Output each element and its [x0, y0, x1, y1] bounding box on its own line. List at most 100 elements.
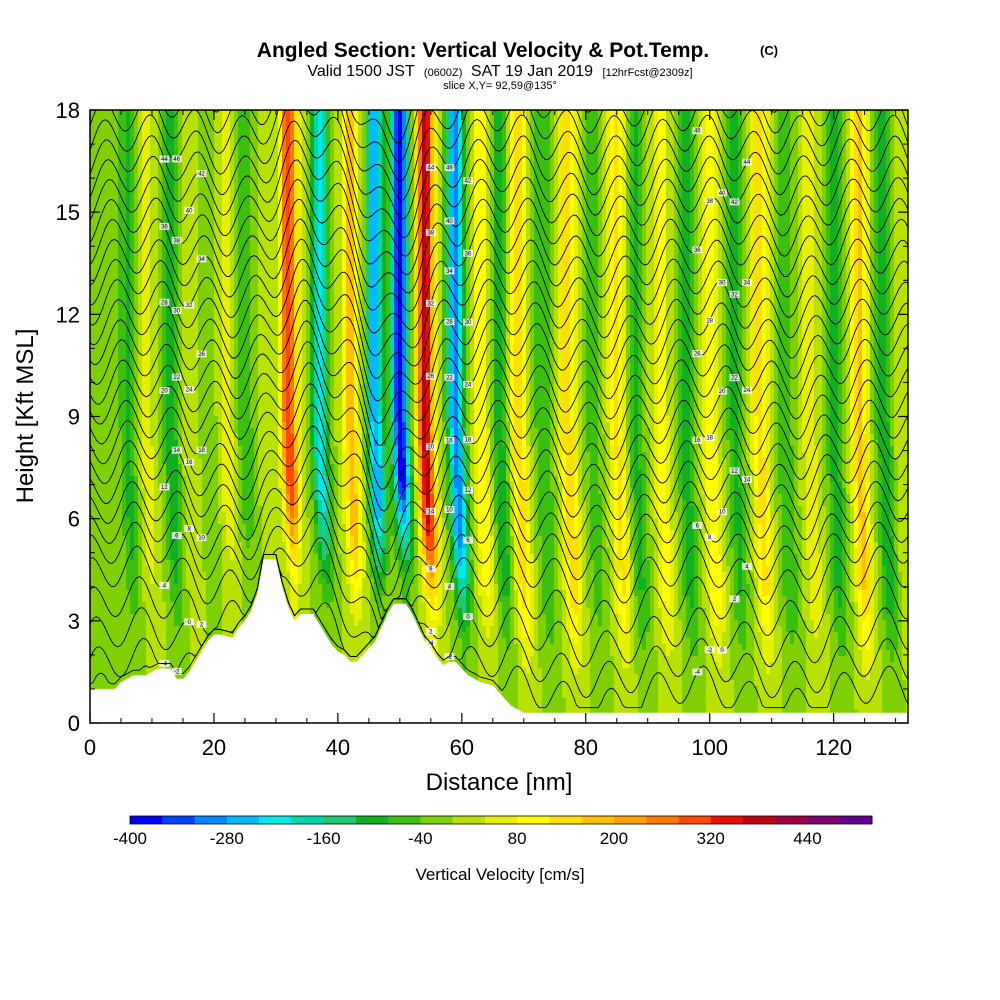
- velocity-cell: [146, 170, 151, 177]
- velocity-cell: [606, 134, 611, 141]
- velocity-cell: [182, 158, 187, 165]
- velocity-cell: [746, 122, 751, 129]
- velocity-cell: [562, 140, 567, 147]
- velocity-cell: [238, 128, 243, 135]
- velocity-cell: [234, 176, 239, 183]
- velocity-cell: [658, 134, 663, 141]
- velocity-cell: [666, 146, 671, 153]
- velocity-cell: [590, 176, 595, 183]
- velocity-cell: [622, 116, 627, 123]
- velocity-cell: [446, 158, 451, 165]
- velocity-cell: [106, 170, 111, 177]
- velocity-cell: [278, 110, 283, 117]
- velocity-cell: [282, 122, 287, 129]
- velocity-cell: [338, 152, 343, 159]
- velocity-cell: [494, 122, 499, 129]
- velocity-cell: [690, 170, 695, 177]
- velocity-cell: [682, 140, 687, 147]
- velocity-cell: [238, 134, 243, 141]
- velocity-cell: [710, 176, 715, 183]
- velocity-cell: [102, 110, 107, 117]
- velocity-cell: [450, 128, 455, 135]
- velocity-cell: [766, 128, 771, 135]
- velocity-cell: [362, 116, 367, 123]
- velocity-cell: [802, 116, 807, 123]
- velocity-cell: [222, 110, 227, 117]
- velocity-cell: [882, 134, 887, 141]
- velocity-cell: [434, 122, 439, 129]
- velocity-cell: [306, 134, 311, 141]
- velocity-cell: [358, 158, 363, 165]
- velocity-cell: [866, 140, 871, 147]
- velocity-cell: [238, 152, 243, 159]
- velocity-cell: [494, 158, 499, 165]
- velocity-cell: [442, 134, 447, 141]
- velocity-cell: [230, 140, 235, 147]
- velocity-cell: [174, 146, 179, 153]
- velocity-cell: [814, 134, 819, 141]
- velocity-cell: [898, 134, 903, 141]
- velocity-cell: [170, 140, 175, 147]
- velocity-cell: [118, 134, 123, 141]
- velocity-cell: [130, 176, 135, 183]
- velocity-cell: [786, 116, 791, 123]
- velocity-cell: [514, 134, 519, 141]
- velocity-cell: [606, 152, 611, 159]
- velocity-cell: [390, 158, 395, 165]
- velocity-cell: [622, 176, 627, 183]
- velocity-cell: [610, 170, 615, 177]
- velocity-cell: [402, 110, 407, 117]
- velocity-cell: [494, 116, 499, 123]
- velocity-cell: [634, 170, 639, 177]
- velocity-cell: [478, 110, 483, 117]
- velocity-cell: [550, 140, 555, 147]
- velocity-cell: [734, 140, 739, 147]
- velocity-cell: [642, 164, 647, 171]
- velocity-cell: [394, 134, 399, 141]
- velocity-cell: [398, 170, 403, 177]
- velocity-cell: [438, 158, 443, 165]
- velocity-cell: [418, 134, 423, 141]
- velocity-cell: [482, 152, 487, 159]
- velocity-cell: [370, 134, 375, 141]
- velocity-cell: [890, 122, 895, 129]
- velocity-cell: [570, 176, 575, 183]
- velocity-cell: [702, 128, 707, 135]
- velocity-cell: [842, 128, 847, 135]
- velocity-cell: [846, 110, 851, 117]
- velocity-cell: [438, 128, 443, 135]
- velocity-cell: [362, 128, 367, 135]
- chart-title: Angled Section: Vertical Velocity & Pot.…: [257, 39, 709, 62]
- velocity-cell: [338, 134, 343, 141]
- velocity-cell: [598, 122, 603, 129]
- velocity-cell: [522, 158, 527, 165]
- velocity-cell: [526, 146, 531, 153]
- velocity-cell: [430, 158, 435, 165]
- velocity-cell: [618, 110, 623, 117]
- velocity-cell: [550, 134, 555, 141]
- velocity-cell: [642, 146, 647, 153]
- velocity-cell: [850, 170, 855, 177]
- velocity-cell: [566, 164, 571, 171]
- velocity-cell: [866, 122, 871, 129]
- velocity-cell: [638, 128, 643, 135]
- velocity-cell: [494, 176, 499, 183]
- velocity-cell: [646, 158, 651, 165]
- velocity-cell: [490, 134, 495, 141]
- velocity-cell: [246, 146, 251, 153]
- velocity-cell: [502, 152, 507, 159]
- velocity-cell: [766, 146, 771, 153]
- velocity-cell: [254, 110, 259, 117]
- velocity-cell: [662, 152, 667, 159]
- velocity-cell: [710, 110, 715, 117]
- velocity-cell: [802, 122, 807, 129]
- velocity-cell: [378, 110, 383, 117]
- velocity-cell: [606, 128, 611, 135]
- velocity-cell: [482, 116, 487, 123]
- velocity-cell: [506, 122, 511, 129]
- velocity-cell: [890, 128, 895, 135]
- velocity-cell: [438, 146, 443, 153]
- velocity-cell: [518, 176, 523, 183]
- velocity-cell: [790, 134, 795, 141]
- velocity-cell: [682, 158, 687, 165]
